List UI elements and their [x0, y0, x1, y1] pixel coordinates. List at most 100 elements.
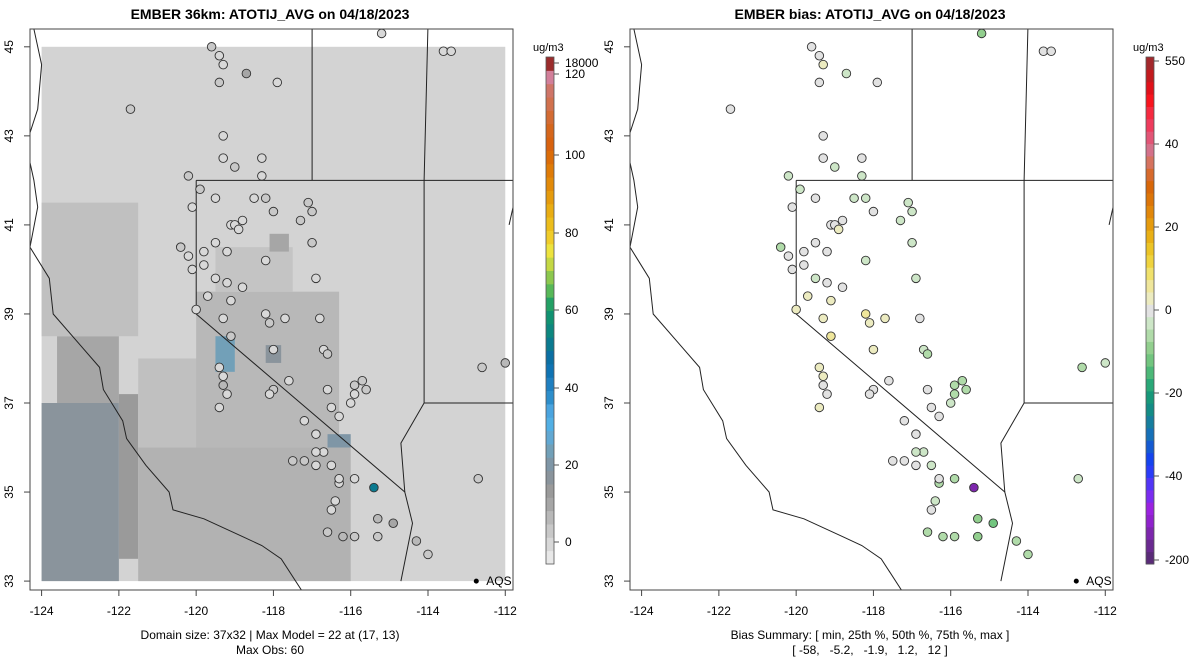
station-marker: [295, 215, 306, 226]
station-marker: [218, 371, 228, 382]
y-tick-label: 41: [2, 218, 16, 232]
colorbar-swatch: [1146, 81, 1154, 95]
x-tick-label: -116: [939, 604, 962, 618]
station-marker: [837, 215, 848, 226]
colorbar-swatch: [1146, 205, 1154, 219]
station-marker: [199, 260, 209, 270]
colorbar-swatch: [1146, 118, 1154, 132]
colorbar-tick-label: 60: [565, 303, 579, 317]
station-marker: [1100, 358, 1111, 368]
station-marker: [411, 536, 422, 546]
station-marker: [938, 531, 948, 542]
station-marker: [322, 527, 333, 537]
x-tick-label: -124: [30, 604, 54, 618]
bias-footer-line-2: [ -58, -5.2, -1.9, 1.2, 12 ]: [792, 643, 948, 657]
model-colorbar-unit: ug/m3: [533, 42, 564, 54]
colorbar-swatch: [546, 83, 554, 98]
station-marker: [349, 389, 360, 399]
colorbar-swatch: [1146, 489, 1154, 503]
station-marker: [934, 411, 944, 422]
station-marker: [1077, 362, 1087, 373]
station-marker: [237, 282, 248, 292]
y-tick-label: 43: [2, 129, 16, 143]
station-marker: [884, 375, 894, 386]
station-marker: [349, 531, 360, 542]
colorbar-swatch: [1146, 106, 1154, 120]
colorbar-swatch: [1146, 267, 1154, 281]
colorbar-swatch: [546, 270, 554, 285]
colorbar-swatch: [546, 417, 554, 432]
state-boundary: [508, 205, 513, 226]
coastline: [630, 29, 902, 590]
station-marker: [357, 375, 368, 386]
coastline-north: [41, 29, 43, 30]
bias-map: AQS -124 -122 -120 -118 -116 -114 -112 45 43 41 39 3…: [602, 28, 1189, 618]
station-marker: [949, 380, 960, 390]
colorbar-tick-label: -200: [1165, 553, 1189, 567]
x-tick-label: -114: [1016, 604, 1039, 618]
station-marker: [345, 398, 356, 408]
station-marker: [973, 514, 983, 524]
plot-frame: [29, 28, 514, 591]
station-marker: [945, 398, 956, 408]
colorbar-swatch: [546, 57, 554, 71]
colorbar-swatch: [1146, 193, 1154, 206]
y-tick-label: 35: [2, 485, 16, 499]
station-marker: [326, 460, 337, 471]
station-marker: [926, 460, 937, 471]
station-marker: [284, 375, 294, 386]
station-marker: [868, 344, 879, 355]
station-marker: [299, 416, 310, 426]
colorbar-swatch: [1146, 304, 1154, 318]
station-marker: [949, 531, 960, 542]
station-marker: [230, 162, 240, 172]
colorbar-swatch: [546, 203, 554, 218]
station-marker: [214, 77, 225, 88]
bias-panel-title: EMBER bias: ATOTIJ_AVG on 04/18/2023: [734, 6, 1006, 22]
station-marker: [1023, 549, 1033, 560]
station-marker: [880, 313, 890, 324]
colorbar-swatch: [546, 403, 554, 418]
station-marker: [264, 389, 275, 399]
y-tick-label: 39: [2, 307, 16, 321]
colorbar-tick-label: 100: [565, 148, 585, 162]
station-marker: [268, 206, 279, 217]
colorbar-swatch: [546, 137, 554, 151]
station-marker: [868, 206, 879, 217]
colorbar-swatch: [1146, 291, 1154, 305]
model-panel: EMBER 36km: ATOTIJ_AVG on 04/18/2023 AQS…: [2, 6, 599, 657]
station-marker: [911, 447, 921, 457]
station-marker: [338, 531, 348, 542]
colorbar-swatch: [546, 523, 554, 538]
model-footer-line-1: Domain size: 37x32 | Max Model = 22 at (…: [140, 628, 400, 642]
bias-panel: EMBER bias: ATOTIJ_AVG on 04/18/2023 AQS…: [600, 0, 1200, 672]
station-marker: [241, 68, 252, 79]
station-marker: [926, 505, 937, 515]
y-tick-label: 43: [602, 129, 616, 143]
colorbar-swatch: [1146, 502, 1154, 516]
station-marker: [899, 456, 910, 466]
station-marker: [818, 59, 828, 70]
colorbar-swatch: [546, 457, 554, 472]
station-marker: [787, 202, 798, 212]
station-marker: [949, 389, 960, 399]
colorbar-swatch: [546, 390, 554, 405]
station-marker: [330, 496, 341, 506]
station-marker: [311, 447, 321, 457]
station-marker: [315, 313, 325, 324]
colorbar-swatch: [1146, 427, 1154, 441]
station-marker: [822, 278, 832, 288]
station-marker: [725, 104, 736, 114]
station-marker: [361, 384, 371, 395]
x-tick-label: -122: [107, 604, 131, 618]
station-marker: [911, 460, 921, 471]
station-marker: [195, 184, 205, 195]
station-marker: [895, 215, 906, 226]
station-marker: [183, 171, 194, 181]
colorbar-swatch: [546, 337, 554, 352]
colorbar-swatch: [546, 257, 554, 271]
station-marker: [911, 273, 921, 284]
station-marker: [446, 46, 456, 57]
colorbar-swatch: [546, 377, 554, 392]
station-marker: [214, 402, 225, 413]
